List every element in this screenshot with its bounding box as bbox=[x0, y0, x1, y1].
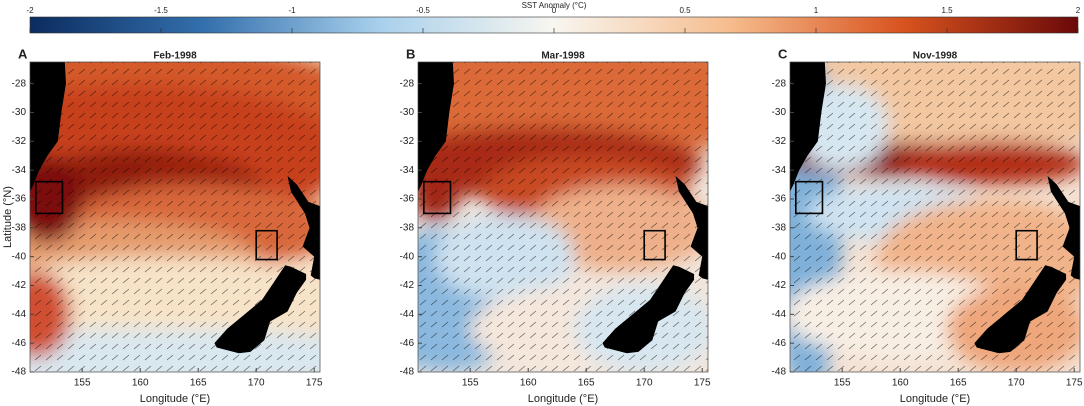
box-east bbox=[1015, 229, 1038, 261]
axes-frame bbox=[417, 61, 709, 373]
axes-frame bbox=[29, 61, 321, 373]
x-tick-label: 170 bbox=[248, 378, 265, 389]
y-tick-label: -28 bbox=[400, 78, 415, 89]
y-tick-label: -38 bbox=[12, 222, 27, 233]
land bbox=[790, 62, 826, 192]
current-vectors bbox=[418, 62, 708, 372]
x-tick-label: 160 bbox=[520, 378, 537, 389]
panel-title: Feb-1998 bbox=[153, 51, 197, 62]
panel-letter: B bbox=[406, 46, 415, 61]
colorbar-tick-label: 2 bbox=[1076, 6, 1081, 15]
x-tick-label: 165 bbox=[950, 378, 967, 389]
x-tick-label: 175 bbox=[1066, 378, 1083, 389]
land bbox=[675, 175, 708, 280]
y-tick-label: -42 bbox=[772, 280, 787, 291]
box-west bbox=[34, 180, 64, 215]
y-tick-label: -48 bbox=[400, 367, 415, 378]
x-tick-label: 170 bbox=[636, 378, 653, 389]
y-tick-label: -30 bbox=[12, 107, 27, 118]
y-tick-label: -34 bbox=[12, 165, 27, 176]
y-tick-label: -34 bbox=[772, 165, 787, 176]
panel-letter: A bbox=[18, 46, 28, 61]
y-tick-label: -46 bbox=[772, 338, 787, 349]
y-tick-label: -48 bbox=[12, 367, 27, 378]
y-tick-label: -46 bbox=[12, 338, 27, 349]
y-tick-label: -34 bbox=[400, 165, 415, 176]
x-tick-label: 155 bbox=[74, 378, 91, 389]
colorbar-tick-label: -1 bbox=[288, 6, 296, 15]
x-axis-label: Longitude (°E) bbox=[900, 393, 970, 405]
panel-letter: C bbox=[778, 46, 788, 61]
y-tick-label: -32 bbox=[772, 136, 787, 147]
x-axis-label: Longitude (°E) bbox=[528, 393, 598, 405]
y-tick-label: -44 bbox=[772, 309, 787, 320]
y-tick-label: -46 bbox=[400, 338, 415, 349]
y-tick-label: -42 bbox=[400, 280, 415, 291]
colorbar-tick-label: -2 bbox=[26, 6, 34, 15]
axes-frame bbox=[789, 61, 1081, 373]
y-tick-label: -32 bbox=[12, 136, 27, 147]
y-tick-label: -28 bbox=[772, 78, 787, 89]
x-tick-label: 160 bbox=[132, 378, 149, 389]
colorbar-label: SST Anomaly (°C) bbox=[522, 1, 587, 10]
land bbox=[30, 62, 66, 192]
land bbox=[1047, 175, 1080, 280]
x-tick-label: 175 bbox=[306, 378, 323, 389]
y-tick-label: -42 bbox=[12, 280, 27, 291]
y-tick-label: -44 bbox=[400, 309, 415, 320]
x-tick-label: 170 bbox=[1008, 378, 1025, 389]
colorbar-tick-label: -0.5 bbox=[416, 6, 430, 15]
map bbox=[790, 62, 1080, 372]
y-tick-label: -40 bbox=[772, 251, 787, 262]
x-tick-label: 165 bbox=[190, 378, 207, 389]
colorbar-tick-label: 1.5 bbox=[941, 6, 953, 15]
y-tick-label: -28 bbox=[12, 78, 27, 89]
colorbar-tick-label: -1.5 bbox=[154, 6, 168, 15]
colorbar-tick-label: 1 bbox=[814, 6, 819, 15]
box-west bbox=[422, 180, 452, 215]
map bbox=[418, 62, 708, 372]
current-vectors bbox=[790, 62, 1080, 372]
box-west bbox=[794, 180, 824, 215]
land bbox=[974, 265, 1067, 354]
y-tick-label: -36 bbox=[400, 194, 415, 205]
y-axis-label: Latitude (°N) bbox=[2, 186, 14, 248]
current-vectors bbox=[30, 62, 320, 372]
land bbox=[418, 62, 454, 192]
y-tick-label: -30 bbox=[772, 107, 787, 118]
x-axis-label: Longitude (°E) bbox=[140, 393, 210, 405]
panel-title: Mar-1998 bbox=[541, 51, 585, 62]
land bbox=[214, 265, 307, 354]
x-tick-label: 175 bbox=[694, 378, 711, 389]
colorbar-tick-label: 0.5 bbox=[679, 6, 691, 15]
y-tick-label: -38 bbox=[772, 222, 787, 233]
y-tick-label: -36 bbox=[12, 194, 27, 205]
box-east bbox=[255, 229, 278, 261]
panel-title: Nov-1998 bbox=[913, 51, 958, 62]
y-tick-label: -30 bbox=[400, 107, 415, 118]
y-tick-label: -36 bbox=[772, 194, 787, 205]
y-tick-label: -44 bbox=[12, 309, 27, 320]
y-tick-label: -40 bbox=[12, 251, 27, 262]
land bbox=[602, 265, 695, 354]
y-tick-label: -38 bbox=[400, 222, 415, 233]
colorbar-tick-label: 0 bbox=[552, 6, 557, 15]
y-tick-label: -32 bbox=[400, 136, 415, 147]
box-east bbox=[643, 229, 666, 261]
map bbox=[30, 62, 320, 372]
x-tick-label: 160 bbox=[892, 378, 909, 389]
x-tick-label: 165 bbox=[578, 378, 595, 389]
y-tick-label: -40 bbox=[400, 251, 415, 262]
land bbox=[287, 175, 320, 280]
x-tick-label: 155 bbox=[834, 378, 851, 389]
x-tick-label: 155 bbox=[462, 378, 479, 389]
y-tick-label: -48 bbox=[772, 367, 787, 378]
